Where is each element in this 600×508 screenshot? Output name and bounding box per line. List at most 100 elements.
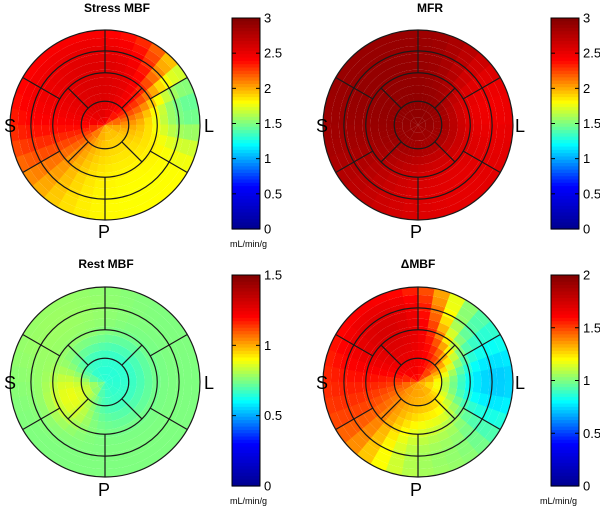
- polar-cell: [470, 391, 481, 404]
- polar-cell: [503, 107, 513, 125]
- polar-cell: [393, 184, 408, 196]
- colorbar-step: [232, 215, 260, 220]
- polar-cell: [461, 42, 480, 59]
- colorbar-step: [551, 443, 579, 448]
- polar-cell: [429, 143, 439, 153]
- polar-cell: [433, 149, 444, 160]
- polar-cell: [112, 327, 124, 338]
- colorbar-step: [551, 317, 579, 322]
- polar-cell: [418, 195, 433, 205]
- polar-cell: [477, 392, 489, 407]
- colorbar-step: [232, 176, 260, 181]
- polar-cell: [75, 133, 85, 142]
- segment-divider: [380, 141, 402, 163]
- polar-cell: [65, 111, 76, 120]
- polar-cell: [113, 402, 122, 412]
- polar-cell: [139, 395, 150, 406]
- polar-cell: [98, 413, 106, 422]
- polar-cell: [441, 124, 450, 131]
- polar-cell: [418, 382, 425, 389]
- polar-cell: [428, 392, 437, 401]
- polar-cell: [89, 394, 98, 403]
- polar-cell: [413, 140, 419, 149]
- polar-cell: [404, 368, 415, 379]
- polar-cell: [369, 292, 389, 307]
- polar-cell: [417, 53, 431, 63]
- polar-cell: [173, 151, 188, 169]
- polar-cell: [423, 85, 432, 96]
- polar-cell: [398, 327, 410, 338]
- polar-cell: [427, 319, 440, 330]
- polar-cell: [417, 117, 422, 125]
- polar-cell: [108, 93, 116, 103]
- polar-cell: [398, 70, 410, 81]
- polar-cell: [380, 392, 391, 403]
- polar-cell: [417, 85, 425, 94]
- polar-cell: [458, 96, 471, 109]
- colorbar-step: [232, 406, 260, 411]
- colorbar-step: [232, 393, 260, 398]
- polar-cell: [136, 173, 152, 187]
- polar-cell: [418, 125, 423, 133]
- polar-cell: [132, 326, 146, 340]
- polar-cell: [362, 382, 372, 393]
- colorbar-step: [232, 186, 260, 191]
- colorbar-step: [551, 360, 579, 365]
- colorbar-step: [551, 377, 579, 382]
- polar-cell: [404, 195, 419, 205]
- polar-cell: [105, 131, 114, 141]
- polar-cell: [107, 101, 114, 111]
- polar-cell: [428, 152, 439, 163]
- colorbar-step: [551, 136, 579, 141]
- polar-cell: [110, 395, 118, 405]
- segment-divider: [149, 333, 188, 357]
- polar-cell: [94, 147, 102, 157]
- polar-cell: [105, 428, 116, 438]
- polar-cell: [88, 162, 99, 172]
- polar-cell: [448, 401, 460, 413]
- polar-cell: [409, 163, 419, 173]
- polar-cell: [60, 358, 71, 369]
- polar-cell: [132, 135, 143, 145]
- polar-cell: [423, 102, 430, 112]
- polar-cell: [105, 388, 114, 398]
- polar-cell: [418, 436, 430, 446]
- colorbar-step: [551, 107, 579, 111]
- polar-cell: [351, 146, 364, 162]
- polar-cell: [378, 382, 387, 390]
- polar-cell: [19, 95, 31, 112]
- polar-cell: [437, 340, 449, 352]
- polar-cell: [355, 103, 366, 116]
- colorbar-step: [232, 103, 260, 108]
- polar-cell: [477, 135, 489, 150]
- polar-cell: [104, 350, 111, 359]
- polar-cell: [410, 85, 418, 94]
- polar-cell: [478, 325, 494, 343]
- colorbar-step: [232, 301, 260, 306]
- polar-cell: [108, 111, 119, 122]
- polar-cell: [157, 391, 168, 404]
- polar-cell: [365, 141, 378, 154]
- polar-cell: [397, 87, 408, 98]
- polar-cell: [134, 130, 145, 139]
- polar-cell: [418, 187, 431, 197]
- polar-cell: [120, 347, 131, 358]
- polar-cell: [151, 114, 161, 125]
- polar-cell: [432, 127, 442, 134]
- polar-cell: [86, 426, 98, 437]
- polar-cell: [104, 77, 114, 87]
- polar-cell: [131, 299, 149, 314]
- colorbar-step: [551, 340, 579, 345]
- polar-cell: [402, 117, 412, 126]
- polar-cell: [84, 97, 94, 107]
- segment-divider: [462, 76, 501, 100]
- segment-divider: [149, 150, 188, 174]
- polar-cell: [370, 200, 389, 215]
- polar-cell: [105, 375, 112, 382]
- polar-cell: [77, 448, 94, 461]
- polar-cell: [409, 366, 418, 376]
- colorbar-step: [551, 380, 579, 385]
- colorbar-step: [232, 439, 260, 444]
- polar-cell: [357, 427, 373, 443]
- polar-cell: [104, 326, 115, 336]
